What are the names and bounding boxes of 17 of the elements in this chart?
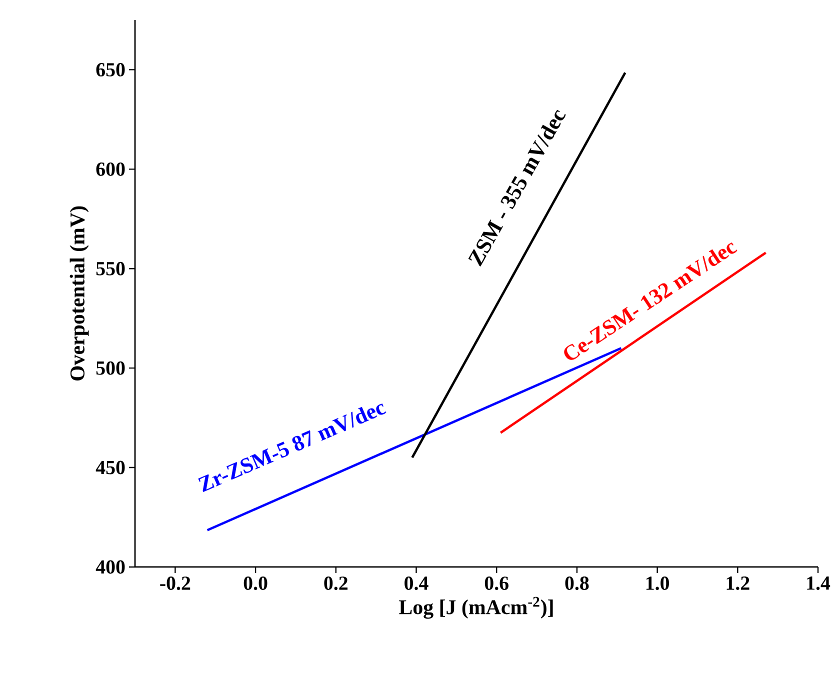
x-tick-label: 0.0: [244, 576, 268, 590]
x-tick-label: 1.0: [646, 576, 669, 590]
x-tick-label: 0.8: [565, 576, 589, 590]
x-tick-label: 0.6: [484, 576, 508, 590]
x-tick-label: 1.2: [726, 576, 750, 590]
y-tick-label: 400: [96, 560, 125, 574]
y-tick-label: 450: [96, 460, 125, 474]
x-tick-label: 1.4: [807, 576, 830, 590]
x-tick-label: 0.2: [324, 576, 348, 590]
x-tick-label: -0.2: [160, 576, 190, 590]
y-tick-label: 600: [96, 162, 125, 176]
y-tick-label: 550: [96, 262, 125, 276]
y-tick-label: 500: [96, 361, 125, 375]
x-axis-title: Log [J (mAcm$^{-2}$)]: [399, 596, 553, 619]
y-tick-label: 650: [96, 62, 125, 76]
x-tick-label: 0.4: [404, 576, 428, 590]
y-axis-title: Overpotential (mV): [70, 206, 89, 380]
